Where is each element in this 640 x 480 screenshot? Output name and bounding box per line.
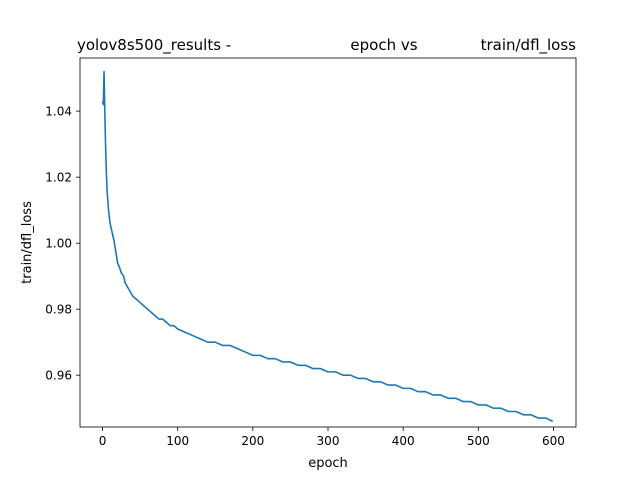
- plot-area: 0 100 200 300 400 500 600 0.96 0.98 1.00 1.02 1.04: [45, 57, 577, 448]
- x-tick-label: 600: [542, 434, 565, 448]
- x-ticks: 0 100 200 300 400 500 600: [99, 427, 565, 448]
- chart-title-part-3: train/dfl_loss: [481, 36, 577, 55]
- y-tick-label: 0.98: [45, 303, 72, 317]
- y-ticks: 0.96 0.98 1.00 1.02 1.04: [45, 105, 80, 383]
- x-axis-label: epoch: [308, 456, 348, 471]
- x-tick-label: 300: [317, 434, 340, 448]
- y-tick-label: 1.04: [45, 105, 72, 119]
- y-tick-label: 1.02: [45, 171, 72, 185]
- x-tick-label: 200: [241, 434, 264, 448]
- y-tick-label: 1.00: [45, 237, 72, 251]
- x-tick-label: 0: [99, 434, 107, 448]
- x-tick-label: 100: [166, 434, 189, 448]
- chart-title-part-1: yolov8s500_results -: [77, 36, 231, 55]
- y-axis-label: train/dfl_loss: [20, 201, 35, 284]
- series-layer: [101, 70, 554, 423]
- series-line-0: [101, 70, 554, 423]
- x-tick-label: 400: [392, 434, 415, 448]
- x-tick-label: 500: [467, 434, 490, 448]
- chart-title-part-2: epoch vs: [350, 36, 417, 54]
- y-tick-label: 0.96: [45, 369, 72, 383]
